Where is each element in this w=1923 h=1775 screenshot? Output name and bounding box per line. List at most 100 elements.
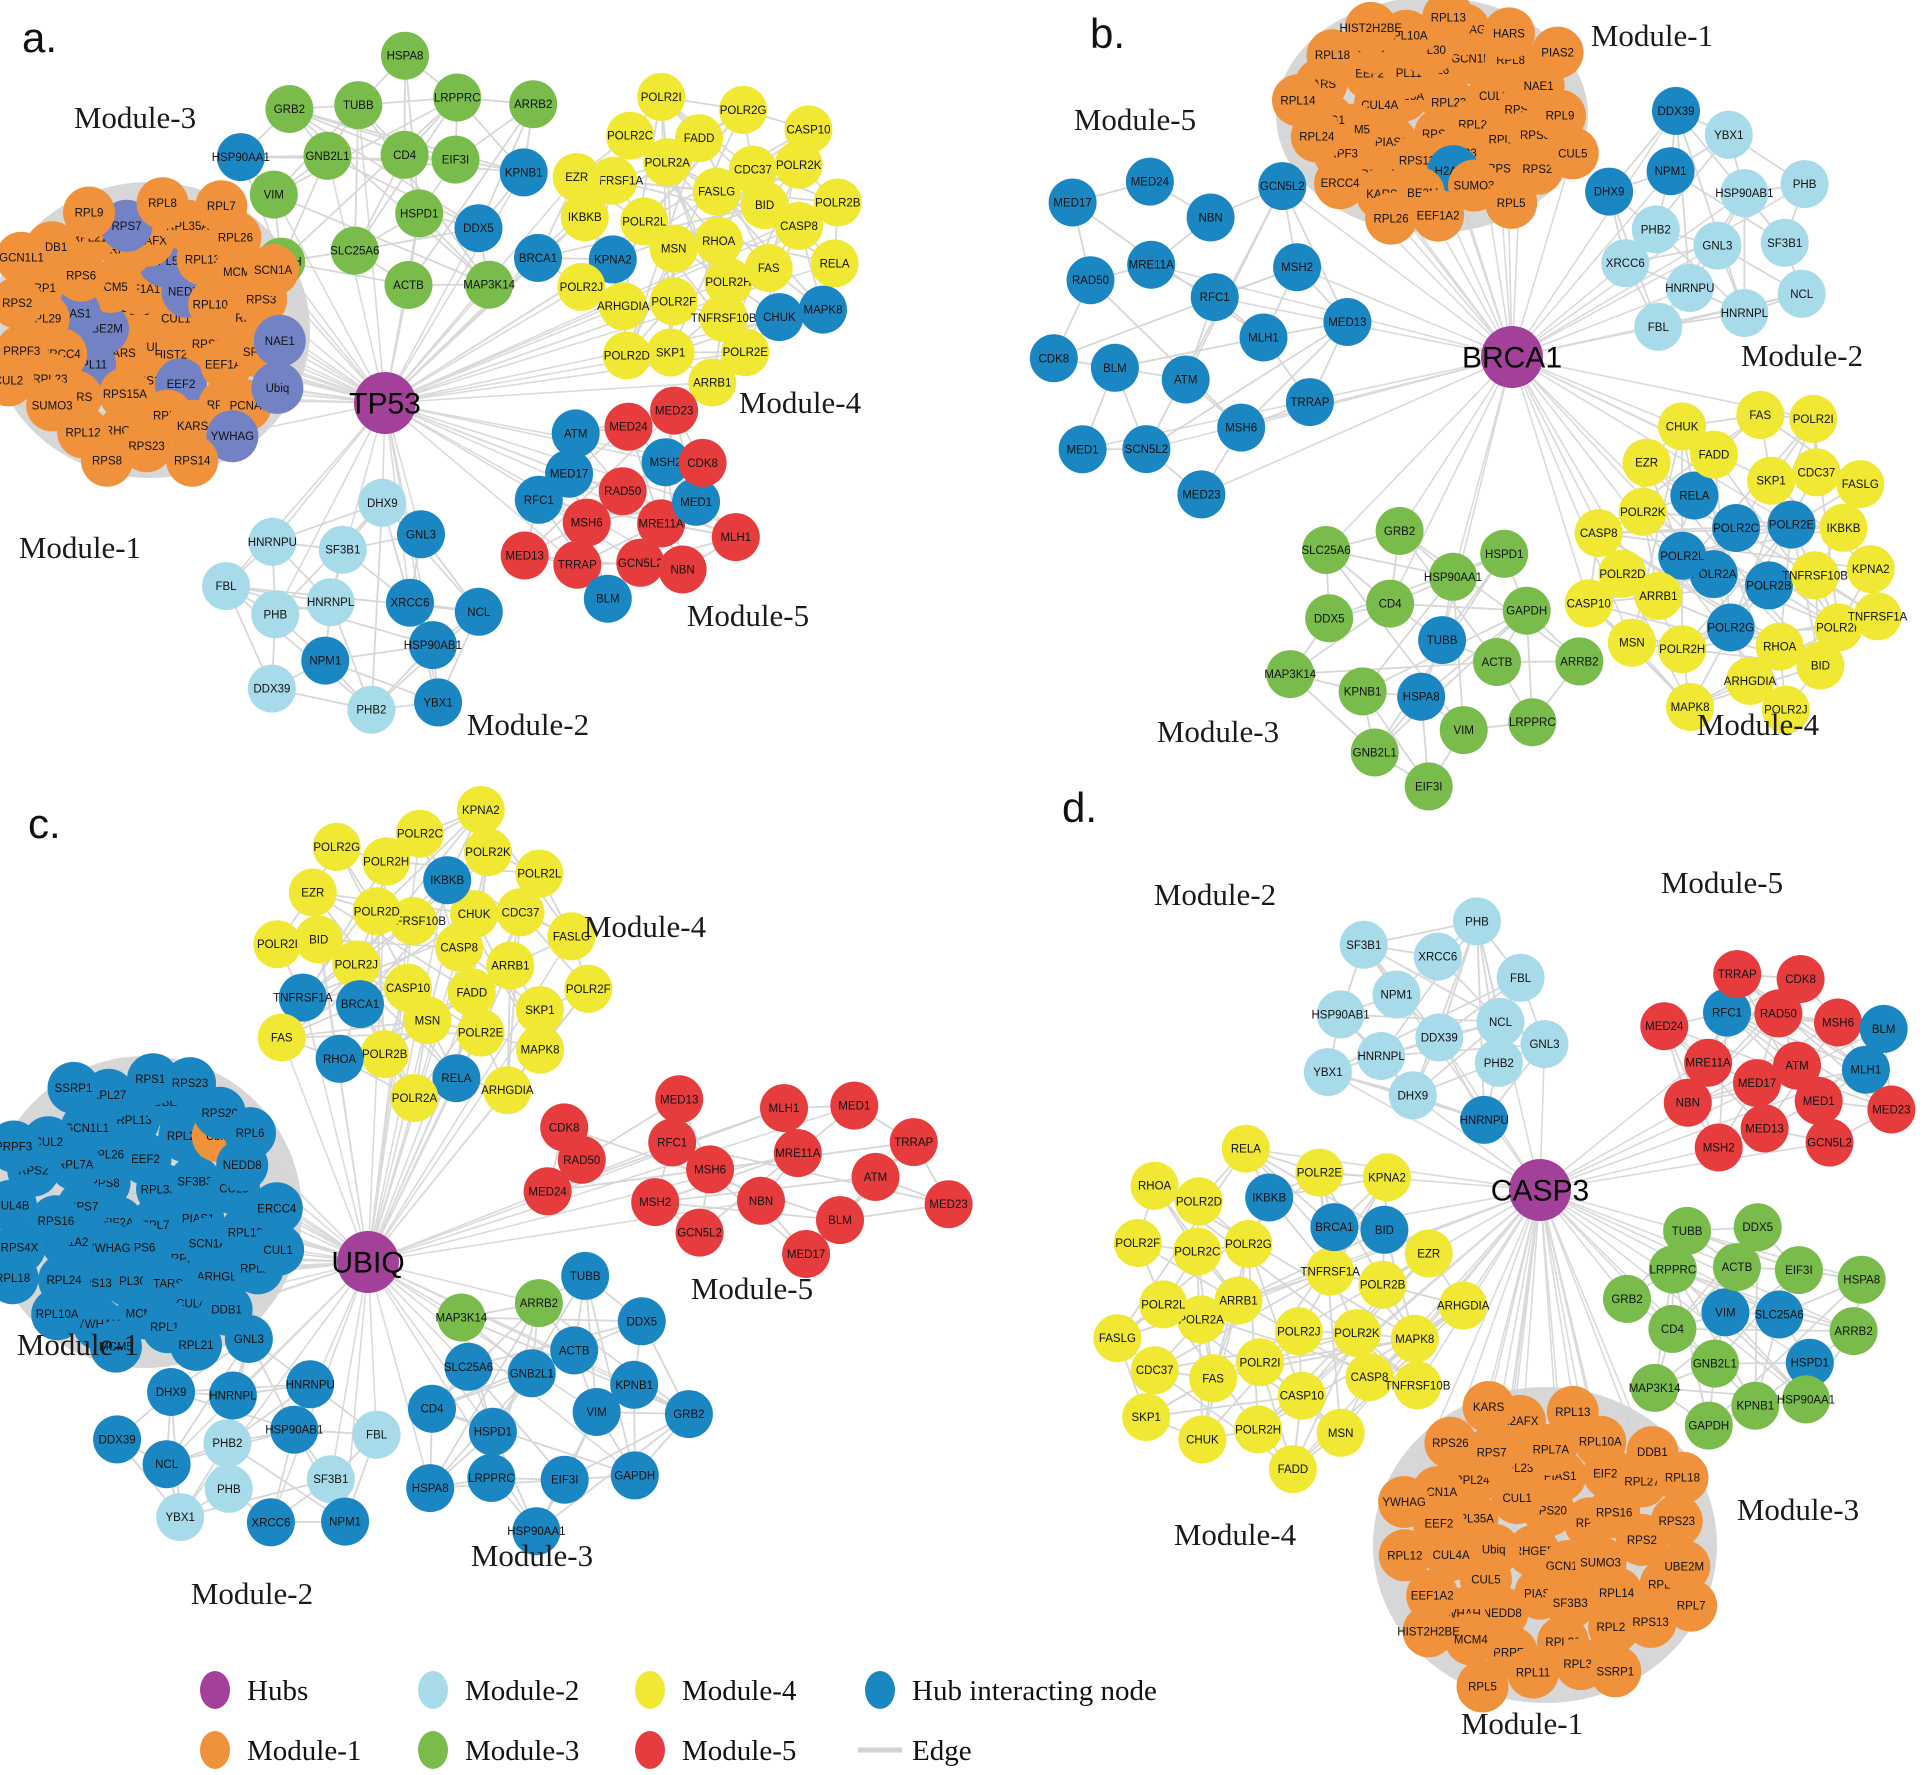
node-label: MED13 (506, 551, 544, 563)
node-SCN5L2 (1122, 425, 1171, 474)
node-label: MAPK8 (521, 1045, 560, 1057)
node-label: HSPD1 (400, 208, 438, 220)
node-MED1 (1058, 425, 1107, 474)
node-label: RPL6 (236, 1128, 265, 1140)
node-NCL (454, 587, 503, 636)
node-RELA (432, 1054, 481, 1103)
node-POLR2D (352, 887, 401, 936)
node-label: FAS (1749, 410, 1771, 422)
node-label: POLR2H (1235, 1425, 1281, 1437)
legend-label: Module-5 (682, 1735, 796, 1767)
node-label: DDX39 (1421, 1032, 1458, 1044)
node-label: VIM (1715, 1307, 1735, 1319)
node-label: CHUK (458, 909, 491, 921)
node-ARHGDIA (1439, 1281, 1488, 1330)
node-label: IKBKB (568, 212, 602, 224)
node-RPL14 (1272, 74, 1324, 127)
node-label: CD4 (1661, 1324, 1685, 1336)
node-GAPDH (610, 1451, 659, 1500)
node-label: NBN (1676, 1098, 1700, 1110)
node-KPNB1 (499, 148, 548, 197)
node-label: EZR (565, 172, 588, 184)
node-POLR2G (1706, 603, 1755, 652)
node-MSH6 (1814, 998, 1862, 1047)
node-ATM (1161, 355, 1210, 404)
node-label: POLR2G (313, 842, 360, 854)
node-label: RAD50 (1072, 275, 1109, 287)
node-label: NCL (1489, 1017, 1513, 1029)
node-GRB2 (1603, 1274, 1651, 1323)
node-GNL3 (224, 1314, 273, 1363)
node-POLR2F (1814, 603, 1863, 652)
node-label: POLR2H (363, 856, 409, 868)
node-CDC37 (1792, 448, 1841, 497)
hub-label: UBIQ (331, 1247, 404, 1280)
node-POLR2A (390, 1074, 439, 1122)
node-label: ARRB2 (1834, 1326, 1872, 1338)
node-PHB2 (347, 685, 396, 734)
node-label: RELA (441, 1073, 471, 1085)
node-label: TNFRSF10B (691, 313, 757, 325)
node-label: MED1 (680, 497, 712, 509)
node-label: HSPD1 (1791, 1358, 1829, 1370)
node-label: POLR2L (622, 217, 667, 229)
node-label: RPS16 (1596, 1507, 1632, 1519)
node-NPM1 (321, 1497, 370, 1546)
hub-edges (367, 1104, 855, 1263)
node-label: POLR2G (720, 105, 767, 117)
node-MED24 (523, 1167, 572, 1216)
node-RAD50 (1066, 256, 1115, 305)
node-POLR2D (602, 331, 651, 380)
node-MCM5 (89, 1320, 142, 1373)
node-POLR2H (1658, 625, 1707, 674)
node-label: HNRNPU (1665, 283, 1714, 295)
node-YBX1 (414, 678, 463, 727)
node-label: YBX1 (1714, 130, 1743, 142)
node-label: RPS7 (111, 221, 141, 233)
node-HSP90AB1 (1316, 990, 1365, 1039)
node-SF3B1 (1339, 920, 1388, 969)
node-label: DDX5 (463, 223, 494, 235)
node-label: VIM (586, 1407, 606, 1419)
node-RELA (810, 239, 859, 288)
node-MSH2 (641, 438, 690, 487)
node-SF3B1 (1760, 218, 1809, 267)
node-SLC25A6 (1755, 1290, 1804, 1339)
panel-d: DDX39 NPM1 NCL HNRNPL XRCC6 PHB2 HSP90AB1 FBL DH… (1062, 784, 1916, 1741)
hub-label: CASP3 (1491, 1175, 1589, 1208)
node-label: HSPD1 (1485, 549, 1523, 561)
node-YWHAG (206, 410, 259, 463)
node-label: RPS15A (103, 389, 147, 401)
node-label: MLH1 (769, 1103, 800, 1115)
node-BRCA1 (1310, 1203, 1359, 1252)
node-CHUK (755, 293, 804, 342)
node-DDX5 (454, 204, 503, 253)
node-label: ARHGDIA (1437, 1301, 1490, 1313)
node-HSPD1 (468, 1407, 517, 1456)
node-label: ARHGDIA (481, 1085, 534, 1097)
node-RAD50 (1754, 989, 1803, 1038)
node-label: HNRNPL (307, 597, 355, 609)
node-POLR2K (464, 828, 512, 877)
node-label: TNFRSF10B (1782, 570, 1848, 582)
node-VIM (1701, 1288, 1750, 1337)
module-label: Module-4 (739, 385, 862, 420)
node-PHB (204, 1464, 253, 1513)
node-MRE11A (637, 499, 686, 548)
node-label: GNB2L1 (510, 1368, 554, 1380)
node-KPNA2 (1363, 1153, 1411, 1202)
node-label: XRCC6 (251, 1517, 290, 1529)
node-label: CASP8 (440, 943, 478, 955)
node-label: CUL2 (34, 1137, 63, 1149)
node-FASLG (547, 912, 596, 961)
node-PRPF3 (0, 1120, 40, 1173)
node-label: NPM1 (309, 656, 341, 668)
node-label: RPS4X (1, 1243, 39, 1255)
node-label: ARRB1 (693, 377, 731, 389)
node-POLR2K (1333, 1309, 1381, 1358)
node-label: POLR2B (1360, 1280, 1406, 1292)
node-label: RPS3 (246, 294, 276, 306)
node-NPM1 (1646, 147, 1695, 196)
node-ACTB (384, 261, 433, 309)
module-label: Module-2 (1741, 338, 1863, 373)
